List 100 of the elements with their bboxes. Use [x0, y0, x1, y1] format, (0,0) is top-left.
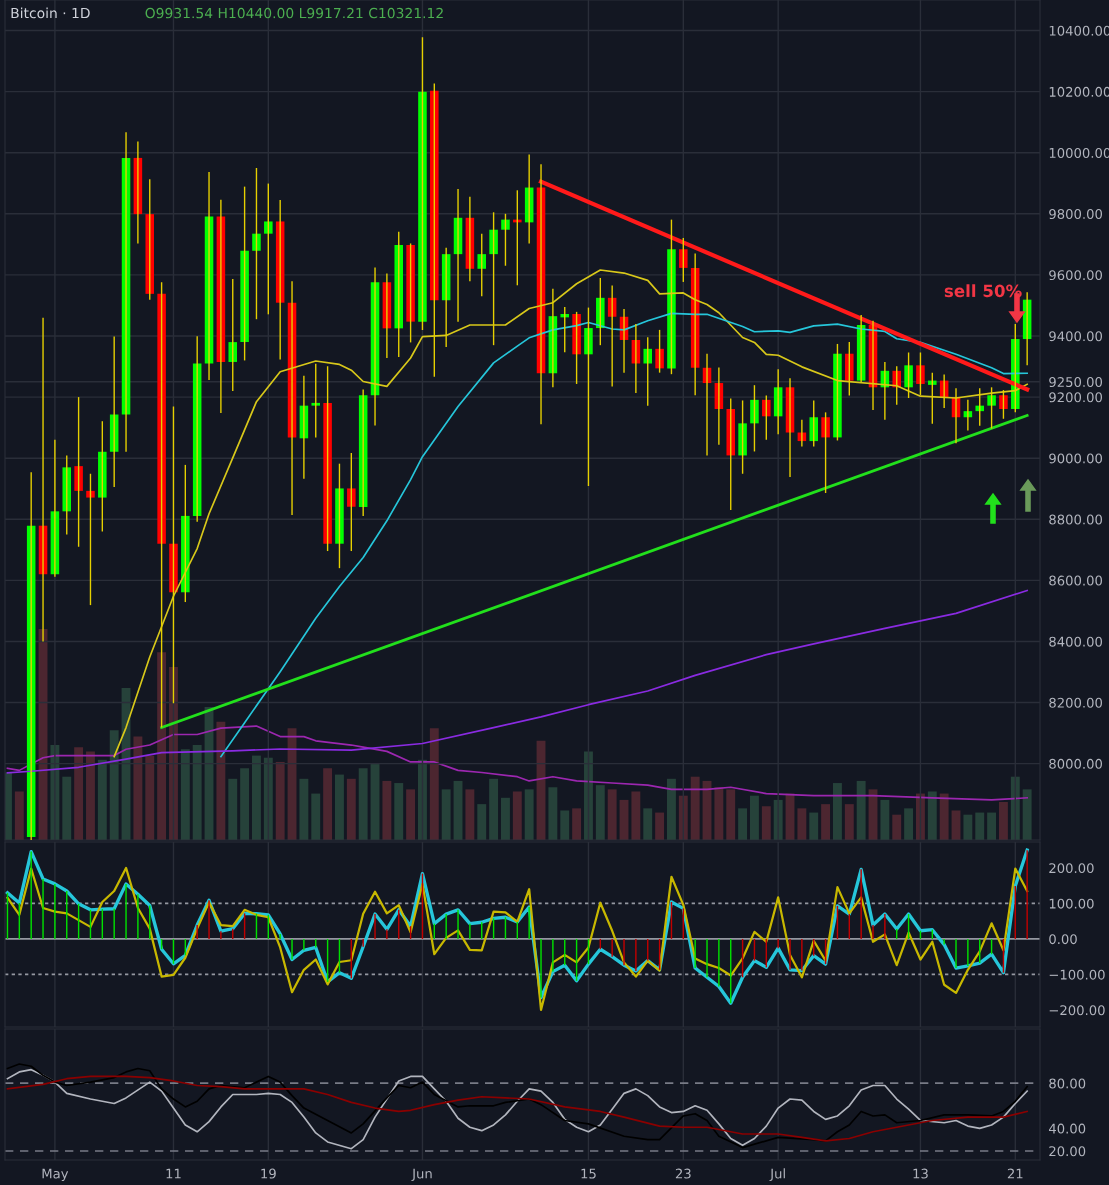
candlestick	[655, 329, 664, 374]
candlestick	[477, 232, 487, 297]
bar	[631, 791, 641, 840]
bar	[548, 787, 558, 840]
y-tick-label: 100.00	[1049, 898, 1094, 909]
candlestick	[323, 365, 332, 552]
bar	[1022, 789, 1032, 840]
bar	[572, 808, 582, 840]
bar	[904, 808, 914, 840]
bar	[62, 776, 72, 840]
y-tick-label: 9250.00	[1049, 377, 1103, 388]
x-tick-label: Jul	[769, 1168, 785, 1181]
candlestick	[667, 218, 676, 375]
candlestick	[679, 237, 688, 283]
x-tick-label: Jun	[411, 1168, 432, 1181]
bar	[240, 768, 250, 840]
y-tick-label: 9200.00	[1049, 392, 1103, 403]
y-tick-label: 8800.00	[1049, 514, 1103, 525]
bar	[797, 808, 807, 840]
bar	[145, 755, 155, 840]
bar	[465, 789, 475, 840]
candlestick	[501, 213, 510, 267]
bar	[927, 791, 937, 840]
candlestick	[999, 389, 1008, 420]
candlestick	[406, 242, 415, 344]
bar	[726, 789, 736, 840]
y-tick-label: 20.00	[1049, 1146, 1086, 1157]
bar	[358, 768, 368, 840]
y-tick-label: 9800.00	[1049, 209, 1103, 220]
y-tick-label: −100.00	[1049, 969, 1105, 980]
line-series	[6, 589, 1028, 774]
candlestick	[821, 411, 830, 494]
candlestick	[240, 185, 249, 362]
bar	[512, 791, 522, 840]
candlestick	[98, 420, 107, 533]
candlestick	[584, 306, 593, 487]
candlestick	[762, 394, 771, 441]
bar	[714, 787, 724, 840]
bar	[667, 778, 676, 840]
annotation: sell 50%	[944, 284, 1022, 298]
bar	[844, 804, 854, 840]
bar	[761, 806, 771, 840]
bar	[441, 789, 451, 840]
candlestick	[750, 384, 759, 453]
candlestick	[335, 462, 344, 569]
bar	[252, 755, 261, 840]
y-tick-label: 80.00	[1049, 1078, 1086, 1089]
bar	[833, 783, 842, 840]
bar	[477, 804, 487, 840]
candlestick	[987, 386, 996, 430]
candlestick	[252, 167, 261, 320]
x-tick-label: 15	[581, 1168, 596, 1179]
candlestick	[228, 278, 238, 392]
line-series	[220, 312, 1028, 758]
bar	[180, 749, 190, 840]
line-series	[113, 269, 1028, 758]
bar	[323, 768, 333, 840]
candlestick	[738, 399, 747, 475]
line-series	[6, 866, 1029, 1012]
y-tick-label: 9000.00	[1049, 453, 1103, 464]
bar	[738, 808, 748, 840]
bar	[192, 745, 202, 840]
y-tick-label: 8200.00	[1049, 697, 1103, 708]
bar	[429, 728, 439, 840]
bar	[975, 812, 985, 840]
bar	[880, 799, 890, 840]
candlestick	[726, 397, 735, 511]
candlestick	[904, 351, 913, 399]
candlestick	[62, 454, 72, 536]
candlestick	[809, 399, 818, 448]
bar	[856, 780, 866, 840]
bar	[560, 810, 570, 840]
x-tick-label: May	[42, 1168, 69, 1182]
y-tick-label: 40.00	[1048, 1123, 1086, 1134]
candlestick	[833, 343, 842, 442]
candlestick	[311, 363, 321, 439]
x-tick-label: 19	[261, 1168, 276, 1179]
chart-title: Bitcoin · 1D	[11, 7, 90, 19]
candlestick	[643, 336, 653, 407]
y-tick-label: 9600.00	[1049, 270, 1103, 281]
bar	[394, 783, 404, 840]
bar	[14, 791, 24, 840]
bar	[821, 804, 831, 840]
bar	[809, 812, 819, 840]
bar	[750, 795, 759, 840]
candlestick	[74, 396, 83, 548]
bar	[133, 736, 143, 840]
bar	[97, 759, 107, 840]
bar	[501, 797, 510, 840]
bar	[607, 789, 617, 840]
candlestick	[394, 231, 404, 358]
bar	[86, 751, 95, 840]
y-tick-label: 200.00	[1049, 863, 1094, 874]
bar	[299, 778, 309, 840]
y-tick-label: 8000.00	[1049, 758, 1103, 769]
bar	[643, 808, 653, 840]
bar	[690, 776, 700, 840]
bar	[157, 652, 167, 840]
bar	[406, 789, 416, 840]
bar	[74, 747, 84, 840]
